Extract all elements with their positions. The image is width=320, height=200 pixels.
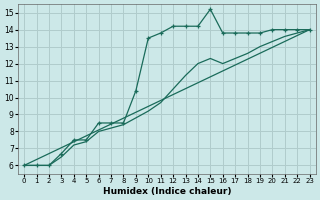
X-axis label: Humidex (Indice chaleur): Humidex (Indice chaleur) (103, 187, 231, 196)
